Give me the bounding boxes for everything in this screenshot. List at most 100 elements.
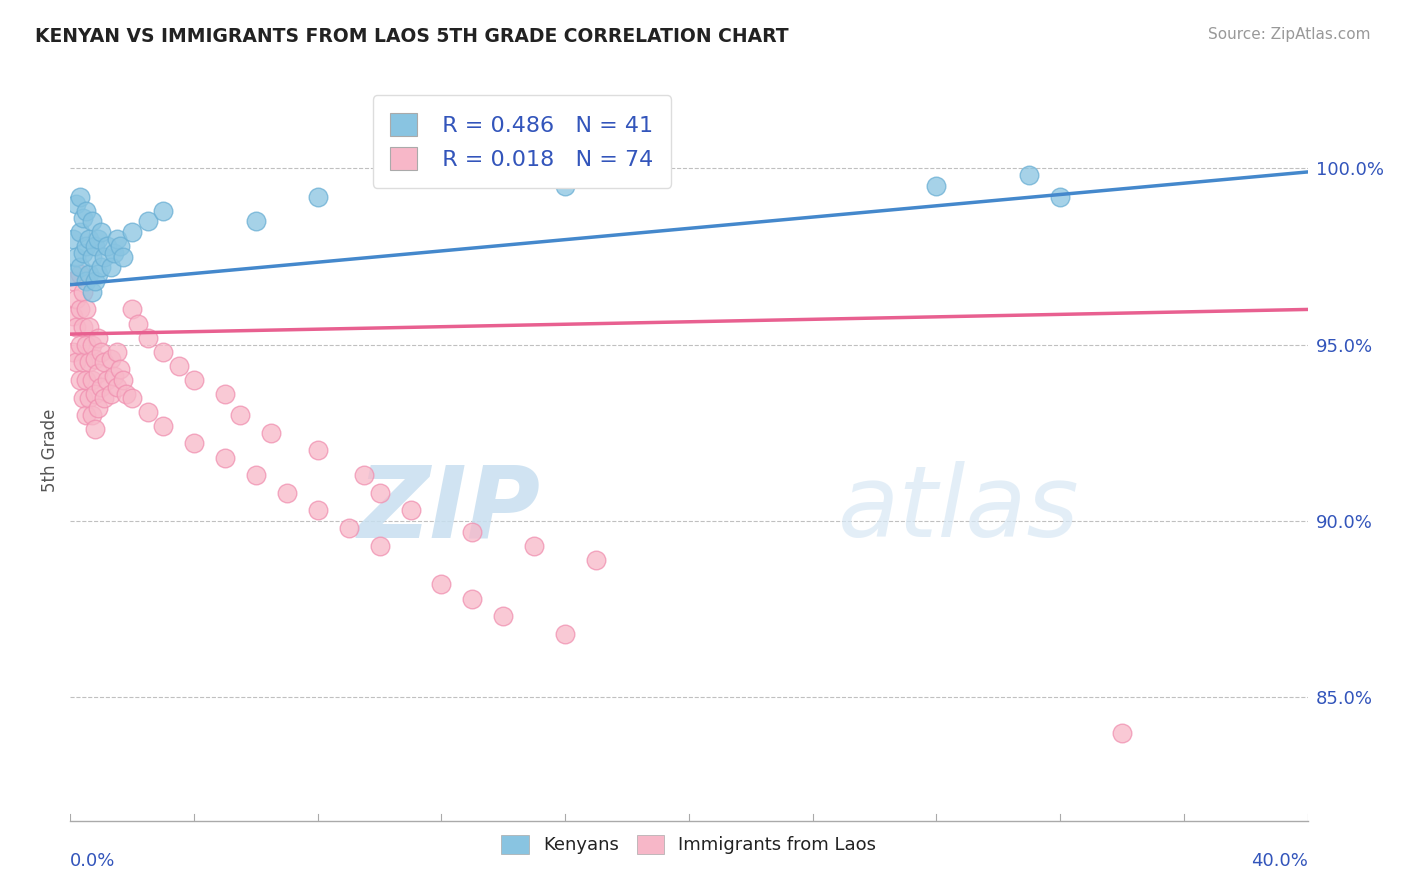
Point — [77, 320, 100, 334]
Point — [62, 310, 84, 324]
Point — [100, 260, 122, 274]
Point — [430, 169, 453, 183]
Point — [80, 250, 103, 264]
Point — [84, 422, 107, 436]
Point — [399, 503, 422, 517]
Point — [103, 246, 125, 260]
Point — [121, 302, 143, 317]
Point — [75, 337, 97, 351]
Point — [65, 320, 87, 334]
Point — [77, 267, 100, 281]
Point — [245, 214, 267, 228]
Point — [368, 539, 391, 553]
Point — [152, 418, 174, 433]
Point — [152, 344, 174, 359]
Point — [65, 292, 87, 306]
Point — [260, 425, 283, 440]
Point — [80, 373, 103, 387]
Text: 40.0%: 40.0% — [1251, 853, 1308, 871]
Point — [214, 387, 236, 401]
Point — [523, 539, 546, 553]
Point — [105, 344, 128, 359]
Point — [214, 450, 236, 465]
Point — [121, 391, 143, 405]
Point — [111, 373, 134, 387]
Point — [353, 468, 375, 483]
Point — [647, 169, 669, 183]
Point — [65, 196, 87, 211]
Point — [430, 577, 453, 591]
Point — [585, 553, 607, 567]
Point — [96, 239, 118, 253]
Point — [72, 355, 94, 369]
Point — [75, 302, 97, 317]
Point — [77, 232, 100, 246]
Point — [100, 387, 122, 401]
Point — [62, 232, 84, 246]
Point — [229, 408, 252, 422]
Point — [1049, 189, 1071, 203]
Point — [103, 369, 125, 384]
Point — [105, 232, 128, 246]
Point — [87, 232, 110, 246]
Point — [90, 260, 112, 274]
Point — [108, 362, 131, 376]
Legend: Kenyans, Immigrants from Laos: Kenyans, Immigrants from Laos — [492, 826, 886, 863]
Point — [127, 317, 149, 331]
Point — [80, 285, 103, 299]
Point — [108, 239, 131, 253]
Point — [461, 524, 484, 539]
Point — [307, 503, 329, 517]
Point — [69, 225, 91, 239]
Point — [93, 250, 115, 264]
Point — [69, 267, 91, 281]
Point — [554, 627, 576, 641]
Point — [72, 391, 94, 405]
Text: atlas: atlas — [838, 461, 1078, 558]
Point — [183, 436, 205, 450]
Point — [111, 250, 134, 264]
Point — [90, 344, 112, 359]
Point — [72, 285, 94, 299]
Point — [69, 260, 91, 274]
Point — [87, 366, 110, 380]
Point — [90, 225, 112, 239]
Text: KENYAN VS IMMIGRANTS FROM LAOS 5TH GRADE CORRELATION CHART: KENYAN VS IMMIGRANTS FROM LAOS 5TH GRADE… — [35, 27, 789, 45]
Point — [69, 337, 91, 351]
Point — [69, 373, 91, 387]
Y-axis label: 5th Grade: 5th Grade — [41, 409, 59, 492]
Point — [115, 387, 138, 401]
Point — [121, 225, 143, 239]
Point — [337, 521, 360, 535]
Point — [84, 239, 107, 253]
Point — [152, 203, 174, 218]
Point — [90, 380, 112, 394]
Point — [183, 373, 205, 387]
Text: 0.0%: 0.0% — [70, 853, 115, 871]
Point — [80, 214, 103, 228]
Point — [87, 401, 110, 416]
Point — [77, 391, 100, 405]
Point — [461, 591, 484, 606]
Text: ZIP: ZIP — [357, 461, 540, 558]
Point — [554, 179, 576, 194]
Point — [307, 189, 329, 203]
Point — [62, 274, 84, 288]
Point — [87, 331, 110, 345]
Point — [84, 387, 107, 401]
Point — [75, 203, 97, 218]
Point — [1111, 725, 1133, 739]
Point — [72, 246, 94, 260]
Point — [93, 391, 115, 405]
Point — [75, 239, 97, 253]
Point — [307, 443, 329, 458]
Point — [93, 355, 115, 369]
Point — [136, 331, 159, 345]
Point — [105, 380, 128, 394]
Point — [65, 355, 87, 369]
Point — [65, 250, 87, 264]
Point — [72, 320, 94, 334]
Point — [72, 211, 94, 225]
Point — [77, 355, 100, 369]
Point — [84, 351, 107, 366]
